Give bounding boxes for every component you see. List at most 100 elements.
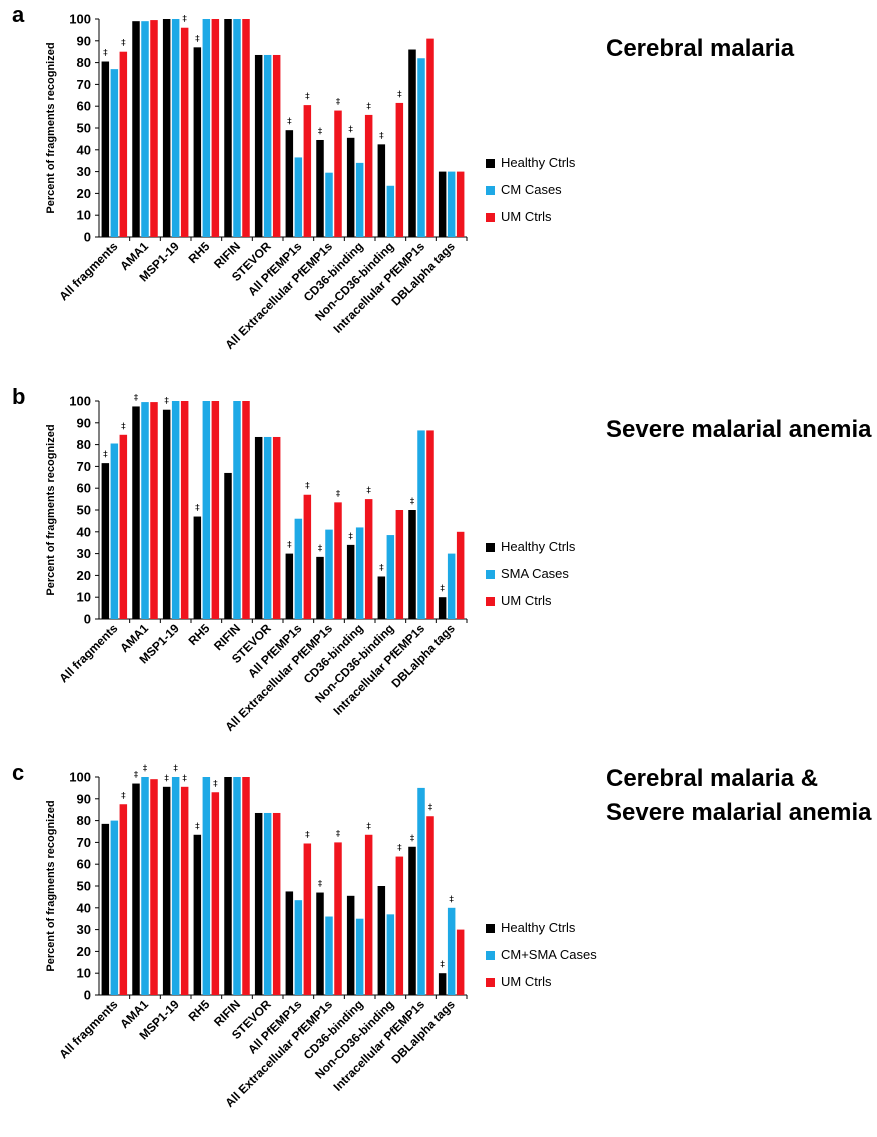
significance-marker: ‡ (121, 422, 126, 432)
bar (141, 402, 149, 619)
y-tick-label: 60 (77, 857, 91, 872)
bar (202, 777, 211, 995)
bar (395, 856, 404, 995)
significance-marker: ‡ (336, 829, 341, 839)
bar (426, 430, 434, 619)
bar (132, 21, 140, 238)
significance-marker: ‡ (143, 764, 148, 774)
bar (242, 19, 250, 237)
bar (316, 892, 324, 995)
bar (334, 110, 342, 237)
bar (141, 777, 149, 995)
bar (162, 409, 171, 619)
y-tick-label: 80 (77, 437, 91, 452)
bar (141, 21, 149, 238)
y-tick-label: 90 (77, 791, 91, 806)
y-tick-label: 30 (77, 922, 91, 937)
bar (272, 436, 281, 619)
significance-marker: ‡ (410, 834, 415, 844)
significance-marker: ‡ (379, 131, 384, 141)
y-tick-label: 20 (77, 944, 91, 959)
bar (119, 434, 128, 619)
y-tick-label: 100 (69, 394, 91, 409)
bar (438, 597, 447, 619)
significance-marker: ‡ (305, 830, 310, 840)
bar (150, 779, 158, 995)
y-tick-label: 100 (69, 12, 91, 27)
bar (377, 886, 386, 995)
significance-marker: ‡ (336, 98, 341, 108)
significance-marker: ‡ (336, 489, 341, 499)
bar (294, 157, 303, 237)
significance-marker: ‡ (103, 49, 108, 59)
bar (447, 171, 456, 237)
significance-marker: ‡ (195, 504, 200, 514)
legend-swatch-um (486, 978, 495, 987)
y-tick-label: 100 (69, 770, 91, 785)
bar (171, 777, 180, 995)
legend-label: Healthy Ctrls (501, 920, 576, 935)
bar (395, 102, 404, 238)
bar (110, 820, 119, 995)
y-tick-label: 60 (77, 481, 91, 496)
significance-marker: ‡ (164, 397, 169, 407)
bar-chart-c: 0 10 20 30 40 50 60 70 80 90 100 Percent of fragmen… (45, 764, 468, 1110)
bar (110, 69, 119, 237)
significance-marker: ‡ (318, 544, 323, 554)
bar (456, 171, 465, 237)
bar (395, 510, 404, 619)
significance-marker: ‡ (287, 117, 292, 127)
y-tick-label: 0 (84, 988, 91, 1003)
legend-swatch-um (486, 213, 495, 222)
significance-marker: ‡ (287, 541, 292, 551)
significance-marker: ‡ (348, 532, 353, 542)
y-tick-label: 50 (77, 503, 91, 518)
significance-marker: ‡ (121, 791, 126, 801)
y-tick-label: 50 (77, 879, 91, 894)
bar (408, 510, 416, 619)
bar (193, 834, 202, 995)
significance-marker: ‡ (366, 486, 371, 496)
significance-marker: ‡ (164, 774, 169, 784)
bar (303, 494, 312, 619)
legend-swatch-healthy (486, 159, 495, 168)
y-tick-label: 90 (77, 33, 91, 48)
legend-swatch-cases (486, 951, 495, 960)
legend-label: Healthy Ctrls (501, 539, 576, 554)
x-tick-label: RH5 (186, 997, 213, 1024)
legend-swatch-cases (486, 186, 495, 195)
y-tick-label: 20 (77, 568, 91, 583)
bar (211, 401, 220, 619)
x-tick-label: All fragments (56, 621, 120, 685)
bar (386, 914, 395, 995)
y-tick-label: 70 (77, 77, 91, 92)
bar-chart-a: 0 10 20 30 40 50 60 70 80 90 100 Percent of fragmen… (45, 12, 468, 352)
y-tick-label: 40 (77, 524, 91, 539)
bar (316, 556, 324, 619)
bar (355, 918, 364, 995)
bar (386, 535, 395, 619)
significance-marker: ‡ (182, 774, 187, 784)
bar (263, 54, 272, 237)
bar (233, 19, 241, 237)
bar (263, 812, 272, 995)
bar (417, 787, 425, 995)
bar (132, 783, 140, 995)
y-tick-label: 10 (77, 208, 91, 223)
panel-letter: a (12, 2, 25, 27)
bar (377, 576, 386, 619)
y-tick-label: 30 (77, 546, 91, 561)
significance-marker: ‡ (134, 771, 139, 781)
bar (202, 19, 211, 237)
bar (180, 27, 189, 237)
bar (325, 529, 333, 619)
significance-marker: ‡ (195, 822, 200, 832)
significance-marker: ‡ (379, 563, 384, 573)
significance-marker: ‡ (121, 39, 126, 49)
bar (438, 171, 447, 237)
bar (408, 846, 416, 995)
bar (193, 47, 202, 238)
bar (162, 19, 171, 237)
panel-letter: c (12, 760, 25, 785)
bar (254, 54, 263, 237)
